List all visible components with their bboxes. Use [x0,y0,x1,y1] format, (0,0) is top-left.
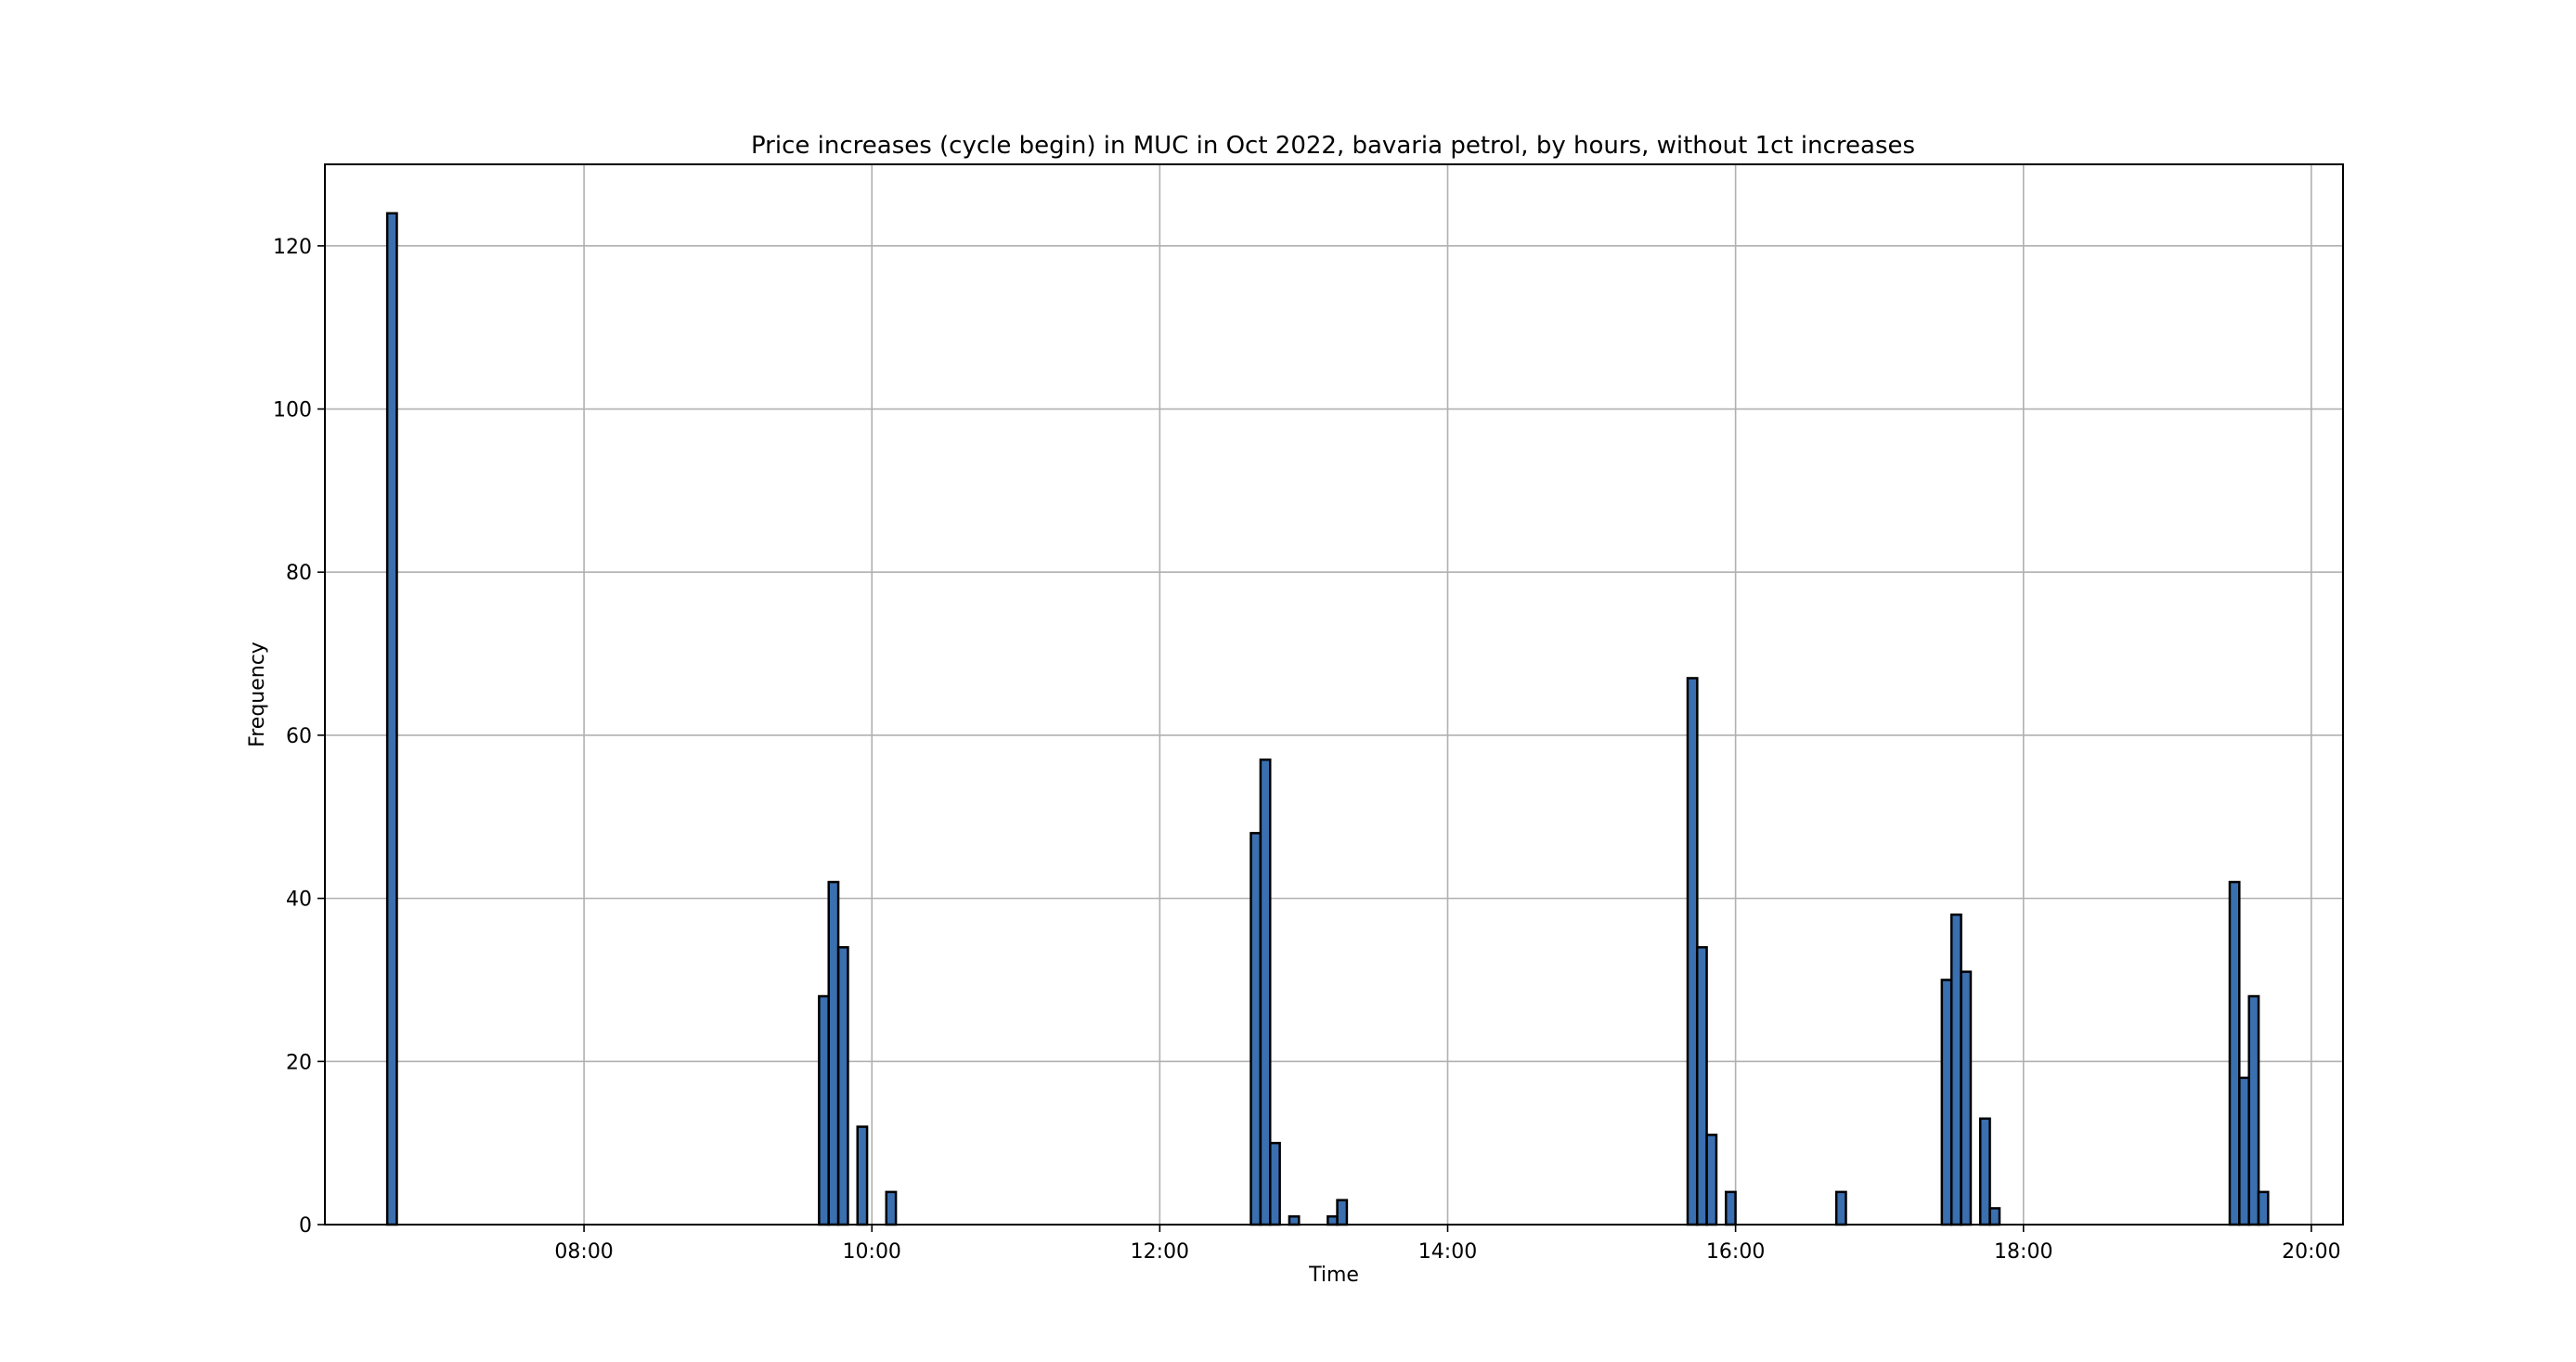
histogram-bar [1978,1117,1991,1226]
y-tick-label: 100 [273,399,312,422]
histogram-bar [836,946,849,1226]
y-tick-label: 80 [286,562,312,585]
x-tick-label: 10:00 [843,1240,901,1264]
bars [385,212,2270,1226]
y-tick-label: 0 [299,1214,312,1238]
histogram-bar [1834,1190,1847,1226]
histogram-bar [1259,759,1272,1226]
histogram-bar [2247,994,2260,1226]
histogram-bar [1705,1134,1718,1226]
x-tick-label: 08:00 [554,1240,613,1264]
histogram-bar [1686,677,1699,1226]
y-tick-label: 60 [286,725,312,748]
y-tick-label: 20 [286,1051,312,1074]
histogram-bar [2228,880,2241,1226]
histogram-bar [1724,1190,1737,1226]
histogram-bar [1960,970,1973,1226]
chart-title: Price increases (cycle begin) in MUC in … [751,132,1915,160]
y-tick-label: 40 [286,889,312,912]
y-axis-ticks: 0 20 40 60 80 100 120 [273,236,325,1238]
y-tick-label: 120 [273,236,312,259]
histogram-bar [856,1125,869,1226]
histogram-bar [1249,832,1262,1226]
x-tick-label: 12:00 [1131,1240,1189,1264]
x-axis-label: Time [1308,1264,1359,1287]
histogram-bar [1327,1214,1339,1226]
x-tick-label: 16:00 [1706,1240,1765,1264]
histogram-bar [1336,1199,1349,1226]
histogram-bar [2238,1076,2250,1226]
y-axis-label: Frequency [246,642,269,747]
histogram-bar [385,212,398,1226]
histogram-bar [1269,1141,1281,1226]
histogram-bar [885,1190,898,1226]
histogram-bar [2257,1190,2270,1226]
histogram-bar [827,880,840,1226]
histogram-bar [1288,1214,1301,1226]
plot-frame [324,163,2344,1226]
histogram-bar [1695,946,1708,1226]
x-tick-label: 14:00 [1418,1240,1477,1264]
x-tick-label: 20:00 [2282,1240,2340,1264]
x-tick-label: 18:00 [1994,1240,2052,1264]
histogram-bar [1988,1207,2001,1226]
histogram-bar [1940,979,1953,1226]
histogram-bar [1949,913,1962,1226]
x-axis-ticks: 08:00 10:00 12:00 14:00 16:00 18:00 20:00 [554,1225,2341,1264]
histogram-bar [818,994,830,1226]
